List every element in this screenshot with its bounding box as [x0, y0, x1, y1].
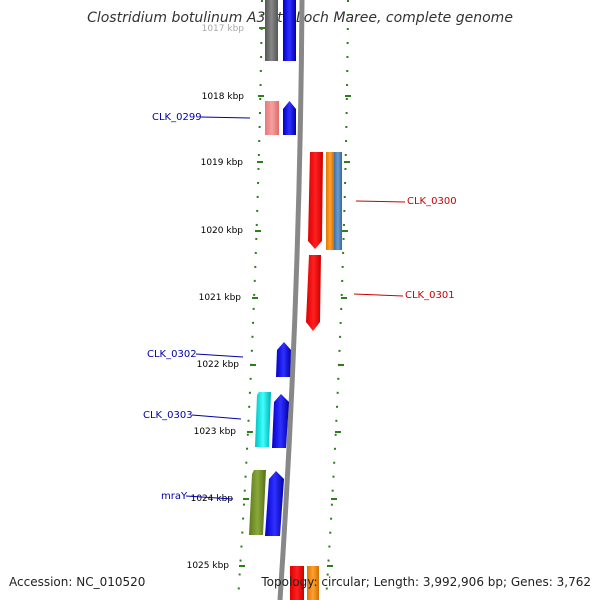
gene-blue-0303 [272, 394, 289, 448]
label-clk0300: CLK_0300 [407, 196, 457, 207]
gene-clk0300 [308, 152, 323, 249]
forward-strand-genes [249, 0, 296, 536]
label-clk0299: CLK_0299 [152, 112, 202, 123]
gene-orange-0300 [326, 152, 334, 250]
tick-label-1021: 1021 kbp [199, 293, 242, 303]
accession-label: Accession: NC_010520 [9, 575, 146, 589]
tick-mark [243, 498, 249, 500]
tick-label-1020: 1020 kbp [201, 226, 244, 236]
tick-label-1023: 1023 kbp [194, 427, 237, 437]
tick-label-1024: 1024 kbp [191, 494, 234, 504]
tick-mark [342, 230, 348, 232]
label-clk0301: CLK_0301 [405, 290, 455, 301]
leader-clk0300 [355, 200, 406, 203]
gene-clk0303 [255, 392, 271, 447]
leader-clk0302 [195, 353, 244, 358]
gene-clk0299 [265, 101, 279, 135]
gene-mray [249, 470, 266, 535]
gene-blue-0299 [283, 101, 296, 135]
label-clk0303: CLK_0303 [143, 410, 193, 421]
tick-mark [259, 27, 265, 29]
tick-mark [345, 95, 351, 97]
leader-clk0303 [191, 414, 242, 420]
leader-mray [185, 495, 234, 500]
tick-mark [247, 431, 253, 433]
gene-orange-bottom [307, 566, 319, 600]
gene-blue-mray [265, 471, 284, 536]
genome-summary: Topology: circular; Length: 3,992,906 bp… [261, 575, 591, 589]
tick-mark [252, 297, 258, 299]
leader-clk0299 [200, 116, 251, 119]
label-mray: mraY [161, 491, 188, 502]
right-tick-track [325, 0, 349, 600]
major-ticks [239, 27, 351, 567]
tick-label-1019: 1019 kbp [201, 158, 244, 168]
tick-mark [341, 297, 347, 299]
leader-clk0301 [353, 293, 404, 297]
gene-blue-top [283, 0, 296, 61]
tick-label-1017: 1017 kbp [202, 24, 245, 34]
tick-mark [250, 364, 256, 366]
gene-clk0301 [306, 255, 321, 331]
tick-mark [239, 565, 245, 567]
tick-mark [344, 161, 350, 163]
tick-mark [338, 364, 344, 366]
reverse-strand-genes [290, 152, 342, 600]
gene-gray [265, 0, 278, 61]
genome-backbone [277, 0, 305, 600]
tick-label-1018: 1018 kbp [202, 92, 245, 102]
left-tick-track [237, 0, 263, 600]
tick-mark [255, 230, 261, 232]
gene-red-bottom [290, 566, 304, 600]
gene-clk0302 [276, 342, 291, 377]
label-clk0302: CLK_0302 [147, 349, 197, 360]
tick-label-1025: 1025 kbp [187, 561, 230, 571]
tick-mark [258, 95, 264, 97]
tick-mark [257, 161, 263, 163]
tick-mark [327, 565, 333, 567]
tick-mark [335, 431, 341, 433]
tick-label-1022: 1022 kbp [197, 360, 240, 370]
tick-mark [331, 498, 337, 500]
gene-steel-0300 [334, 152, 342, 250]
